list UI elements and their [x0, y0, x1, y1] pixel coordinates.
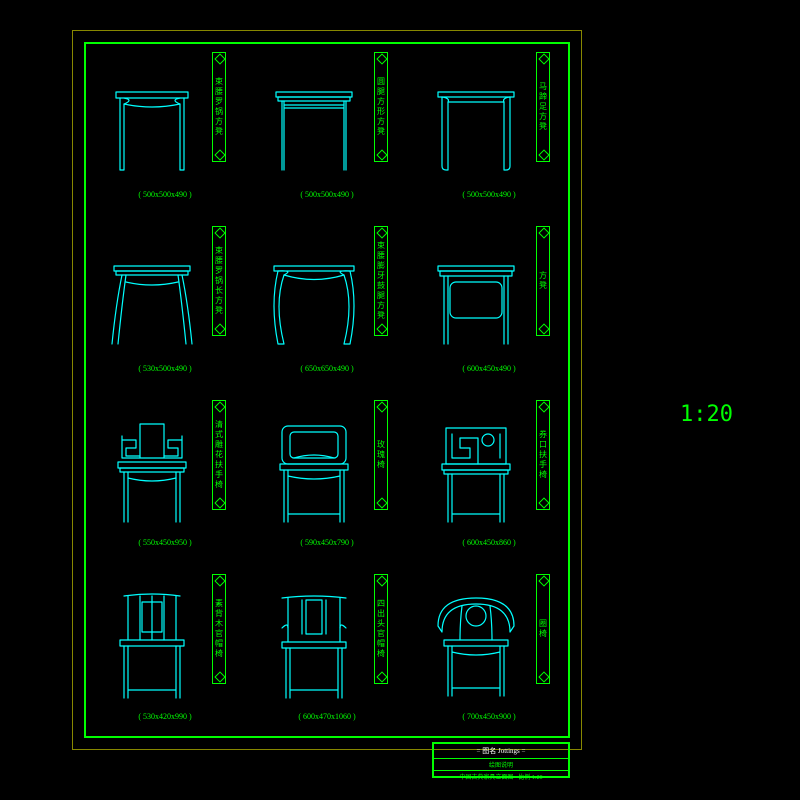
dimension-label: 500x500x490 [84, 190, 246, 199]
dimension-label: 530x500x490 [84, 364, 246, 373]
furniture-cell: 600x450x860 券口扶手椅 [408, 390, 570, 564]
furniture-drawing [102, 418, 202, 528]
titleblock-title: = 图名 Jottings = [434, 744, 568, 758]
dimension-label: 590x450x790 [246, 538, 408, 547]
furniture-drawing [426, 418, 526, 528]
furniture-name-label: 圆腿方形方凳 [374, 52, 388, 162]
dimension-label: 600x470x1060 [246, 712, 408, 721]
furniture-cell: 550x450x950 清式雕花扶手椅 [84, 390, 246, 564]
furniture-drawing [264, 418, 364, 528]
furniture-cell: 600x470x1060 四出头官帽椅 [246, 564, 408, 738]
furniture-drawing [264, 70, 364, 180]
furniture-cell: 650x650x490 束腰膨牙鼓腿方凳 [246, 216, 408, 390]
furniture-name-label: 束腰罗锅方凳 [212, 52, 226, 162]
furniture-drawing [102, 70, 202, 180]
furniture-cell: 530x500x490 束腰罗锅长方凳 [84, 216, 246, 390]
dimension-label: 530x420x990 [84, 712, 246, 721]
furniture-name-label: 玫瑰椅 [374, 400, 388, 510]
dimension-label: 550x450x950 [84, 538, 246, 547]
furniture-cell: 500x500x490 马蹄足方凳 [408, 42, 570, 216]
furniture-name-label: 束腰罗锅长方凳 [212, 226, 226, 336]
furniture-name-label: 马蹄足方凳 [536, 52, 550, 162]
furniture-name-label: 券口扶手椅 [536, 400, 550, 510]
dimension-label: 500x500x490 [246, 190, 408, 199]
furniture-cell: 600x450x490 方凳 [408, 216, 570, 390]
scale-annotation: 1:20 [680, 402, 733, 427]
furniture-drawing [264, 592, 364, 702]
title-block: = 图名 Jottings = 绘图说明 中国古典家具立面图 · 比例 1:20 [432, 742, 570, 778]
cad-canvas: 500x500x490束腰罗锅方凳500x500x490圆腿方形方凳500x50… [0, 0, 800, 800]
furniture-cell: 700x450x900 圈椅 [408, 564, 570, 738]
furniture-drawing [264, 244, 364, 354]
furniture-name-label: 清式雕花扶手椅 [212, 400, 226, 510]
dimension-label: 650x650x490 [246, 364, 408, 373]
dimension-label: 600x450x490 [408, 364, 570, 373]
furniture-name-label: 圈椅 [536, 574, 550, 684]
furniture-drawing [102, 592, 202, 702]
dimension-label: 700x450x900 [408, 712, 570, 721]
furniture-cell: 530x420x990 素背木官帽椅 [84, 564, 246, 738]
furniture-cell: 590x450x790 玫瑰椅 [246, 390, 408, 564]
furniture-drawing [426, 592, 526, 702]
furniture-drawing [426, 70, 526, 180]
furniture-cell: 500x500x490 束腰罗锅方凳 [84, 42, 246, 216]
furniture-cell: 500x500x490 圆腿方形方凳 [246, 42, 408, 216]
furniture-name-label: 束腰膨牙鼓腿方凳 [374, 226, 388, 336]
titleblock-sub2: 中国古典家具立面图 · 比例 1:20 [434, 770, 568, 782]
furniture-name-label: 四出头官帽椅 [374, 574, 388, 684]
dimension-label: 500x500x490 [408, 190, 570, 199]
furniture-name-label: 方凳 [536, 226, 550, 336]
furniture-drawing [102, 244, 202, 354]
furniture-drawing [426, 244, 526, 354]
furniture-name-label: 素背木官帽椅 [212, 574, 226, 684]
titleblock-sub1: 绘图说明 [434, 758, 568, 770]
dimension-label: 600x450x860 [408, 538, 570, 547]
